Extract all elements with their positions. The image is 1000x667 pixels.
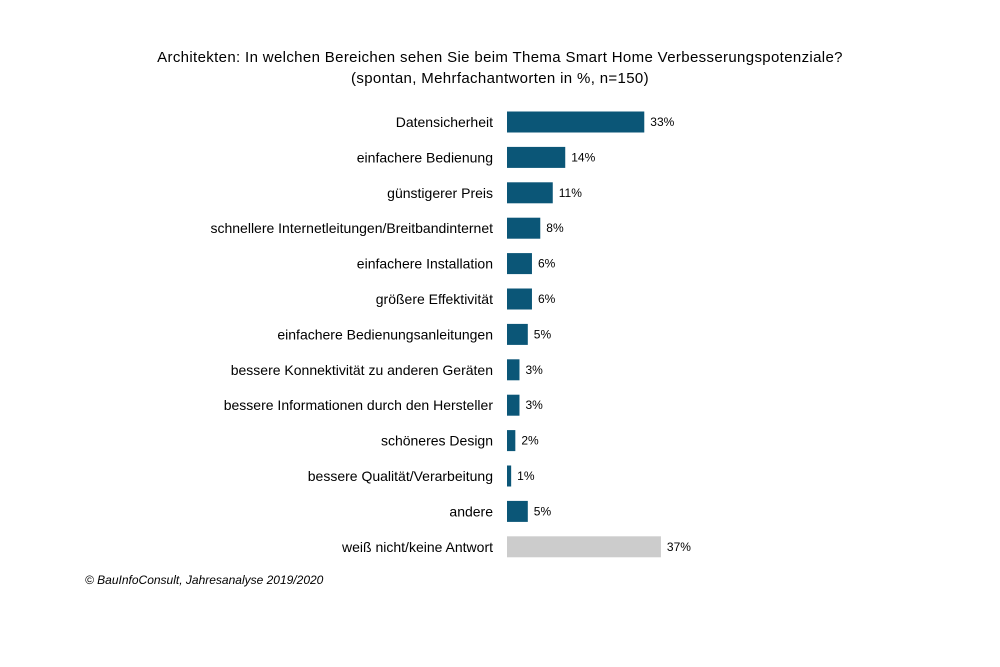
category-label: weiß nicht/keine Antwort — [341, 539, 493, 555]
source-note: © BauInfoConsult, Jahresanalyse 2019/202… — [85, 573, 324, 587]
bar — [507, 500, 528, 522]
value-label: 6% — [538, 257, 556, 271]
bar — [507, 253, 532, 275]
category-label: schnellere Internetleitungen/Breitbandin… — [210, 220, 493, 236]
category-label: einfachere Bedienungsanleitungen — [277, 326, 493, 342]
value-label: 5% — [534, 504, 552, 518]
category-label: schöneres Design — [381, 433, 493, 449]
bar — [507, 288, 532, 310]
value-label: 3% — [525, 398, 543, 412]
category-label: bessere Konnektivität zu anderen Geräten — [231, 362, 493, 378]
chart-title-line: Architekten: In welchen Bereichen sehen … — [157, 49, 843, 66]
value-label: 1% — [517, 469, 535, 483]
bar — [507, 146, 566, 168]
value-label: 14% — [571, 150, 595, 164]
value-label: 33% — [650, 115, 674, 129]
value-label: 6% — [538, 292, 556, 306]
category-label: größere Effektivität — [376, 291, 493, 307]
bar — [507, 359, 520, 381]
category-label: andere — [449, 503, 493, 519]
bar — [507, 394, 520, 416]
category-label: einfachere Bedienung — [357, 149, 493, 165]
bar — [507, 430, 516, 452]
bar — [507, 217, 541, 239]
value-label: 5% — [534, 327, 552, 341]
value-label: 2% — [521, 434, 539, 448]
bar — [507, 111, 645, 133]
value-label: 8% — [546, 221, 564, 235]
category-label: Datensicherheit — [396, 114, 493, 130]
bar — [507, 182, 553, 204]
value-label: 11% — [559, 186, 582, 200]
category-label: einfachere Installation — [357, 256, 493, 272]
chart-title: Architekten: In welchen Bereichen sehen … — [0, 47, 1000, 89]
bar — [507, 465, 512, 487]
value-label: 37% — [667, 540, 691, 554]
chart-subtitle-line: (spontan, Mehrfachantworten in %, n=150) — [351, 70, 649, 87]
category-label: bessere Informationen durch den Herstell… — [224, 397, 494, 413]
bar — [507, 323, 528, 345]
value-label: 3% — [525, 363, 543, 377]
bar — [507, 536, 661, 558]
category-label: bessere Qualität/Verarbeitung — [308, 468, 493, 484]
category-label: günstigerer Preis — [387, 185, 493, 201]
